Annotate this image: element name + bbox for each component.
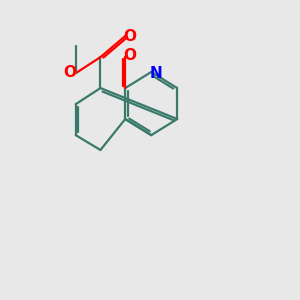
Text: O: O [123,48,136,63]
Text: N: N [150,66,163,81]
Text: O: O [64,65,77,80]
Text: O: O [123,28,136,44]
